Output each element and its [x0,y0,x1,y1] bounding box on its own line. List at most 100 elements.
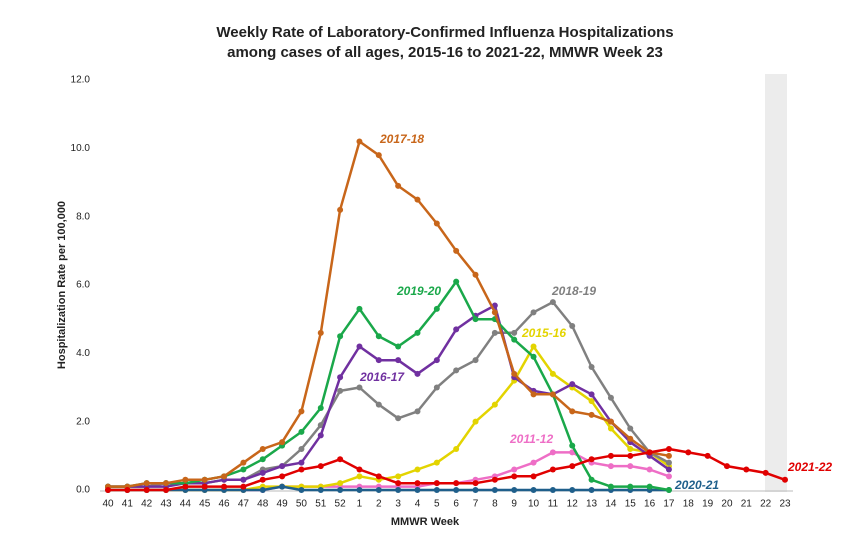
x-tick-label: 16 [644,499,656,510]
data-point [511,336,518,343]
data-point [433,480,440,487]
data-point [279,439,286,446]
data-point [472,418,479,425]
x-tick-label: 1 [357,499,363,510]
data-point [491,487,498,493]
data-point [298,459,305,466]
data-point [491,476,498,483]
data-point [356,466,363,473]
data-point [298,446,305,452]
data-point [433,487,440,493]
data-point [665,487,672,493]
data-point [375,487,382,493]
data-point [665,452,672,459]
data-point [356,138,363,145]
x-tick-label: 52 [335,499,347,510]
data-point [337,206,344,213]
data-point [549,299,556,306]
series-line [108,304,670,488]
x-tick-label: 6 [453,499,459,510]
data-point [530,343,537,350]
data-point [240,483,247,490]
data-point [588,487,595,493]
x-tick-label: 49 [277,499,289,510]
y-tick-label: 4.0 [76,348,90,359]
data-point [569,408,576,415]
data-point [588,398,595,405]
data-point [163,487,170,493]
y-tick-label: 2.0 [76,416,90,427]
data-point [414,487,421,493]
data-point [627,435,634,442]
data-point [375,473,382,480]
x-tick-label: 23 [779,499,791,510]
series-label: 2018-19 [551,284,596,298]
data-point [569,449,576,456]
data-point [221,473,228,480]
data-point [375,333,382,340]
data-point [627,463,634,470]
data-point [414,408,421,415]
data-point [607,418,614,425]
data-point [317,487,324,493]
data-point [453,480,460,487]
data-point [665,466,672,473]
data-point [607,425,614,432]
x-tick-label: 12 [567,499,579,510]
y-axis-title: Hospitalization Rate per 100,000 [56,201,68,369]
data-point [356,343,363,350]
data-point [685,449,692,456]
x-tick-label: 19 [702,499,714,510]
data-point [105,487,111,493]
data-point [259,487,266,493]
data-point [569,463,576,470]
series-line [108,447,786,492]
data-point [395,343,402,350]
data-point [627,425,634,432]
data-point [356,487,363,493]
x-axis-title: MMWR Week [391,516,460,528]
x-tick-label: 47 [238,499,250,510]
data-point [356,473,363,480]
data-point [472,487,479,493]
data-point [665,473,672,480]
data-point [433,384,440,391]
data-point [317,422,324,429]
data-point [259,469,266,476]
series-label: 2015-16 [521,326,566,340]
data-point [414,370,421,377]
x-tick-label: 14 [605,499,617,510]
data-point [491,329,498,336]
x-tick-label: 43 [160,499,172,510]
data-point [317,405,324,411]
data-point [453,367,460,374]
data-point [221,483,228,490]
data-point [491,309,498,316]
data-point [240,466,247,473]
data-point [356,305,363,312]
data-point [607,452,614,459]
data-point [569,442,576,449]
data-point [201,483,208,490]
data-point [317,463,324,470]
data-point [375,152,382,159]
x-tick-label: 51 [315,499,327,510]
chart-title: among cases of all ages, 2015-16 to 2021… [227,44,663,61]
data-point [588,391,595,398]
x-tick-label: 48 [257,499,269,510]
data-point [665,459,672,466]
x-tick-label: 10 [528,499,540,510]
data-point [414,329,421,336]
series-line [108,485,669,492]
data-point [530,459,537,466]
data-point [337,456,344,463]
data-point [472,480,479,487]
series-label: 2017-18 [379,132,424,146]
data-point [433,305,440,312]
data-point [433,357,440,364]
x-tick-label: 2 [376,499,382,510]
data-point [588,476,595,483]
data-point [395,415,402,422]
data-point [762,469,769,476]
data-point [414,480,421,487]
